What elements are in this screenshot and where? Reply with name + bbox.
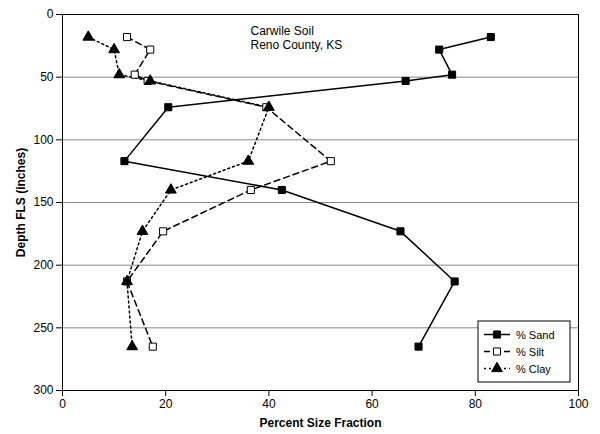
svg-text:20: 20 [159,397,173,411]
svg-text:250: 250 [33,321,53,335]
svg-text:100: 100 [568,397,588,411]
svg-text:0: 0 [47,7,54,21]
svg-text:% Clay: % Clay [516,363,551,375]
svg-text:100: 100 [33,133,53,147]
svg-text:% Silt: % Silt [516,346,544,358]
svg-text:Depth FLS (inches): Depth FLS (inches) [14,148,28,257]
svg-text:200: 200 [33,258,53,272]
svg-text:Percent Size Fraction: Percent Size Fraction [259,416,381,430]
svg-text:Carwile Soil: Carwile Soil [251,24,314,38]
svg-text:50: 50 [40,70,54,84]
svg-text:0: 0 [59,397,66,411]
svg-text:Reno County, KS: Reno County, KS [251,38,343,52]
svg-text:% Sand: % Sand [516,329,555,341]
svg-text:40: 40 [262,397,276,411]
svg-text:60: 60 [365,397,379,411]
svg-text:300: 300 [33,383,53,397]
svg-text:80: 80 [469,397,483,411]
svg-text:150: 150 [33,195,53,209]
